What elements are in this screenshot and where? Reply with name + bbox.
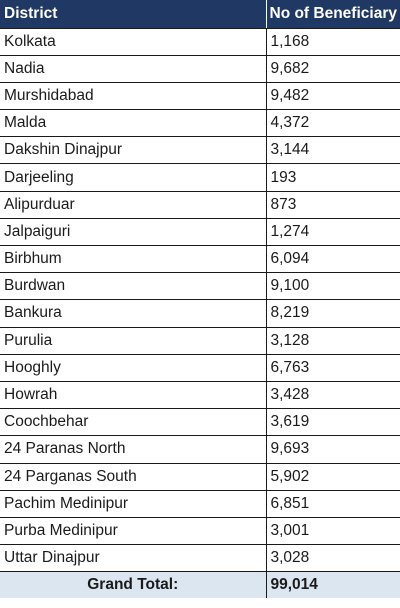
table-row: Malda 4,372 (0, 109, 400, 138)
table-row: Purulia 3,128 (0, 327, 400, 355)
district-cell: Nadia (0, 55, 267, 83)
beneficiary-count-cell: 3,128 (266, 327, 400, 355)
grand-total-value: 99,014 (266, 571, 400, 598)
grand-total-row: Grand Total: 99,014 (0, 571, 400, 598)
table-row: Coochbehar 3,619 (0, 408, 400, 437)
table-row: Hooghly 6,763 (0, 354, 400, 382)
table-row: 24 Parganas South 5,902 (0, 463, 400, 491)
table-row: Nadia 9,682 (0, 55, 400, 83)
beneficiary-count-cell: 3,619 (266, 408, 400, 437)
grand-total-label: Grand Total: (0, 571, 267, 598)
beneficiary-count-cell: 9,482 (266, 82, 400, 111)
beneficiary-count-cell: 3,001 (266, 517, 400, 546)
header-row: District No of Beneficiary (0, 0, 400, 29)
table-row: Pachim Medinipur 6,851 (0, 490, 400, 518)
beneficiary-count-cell: 6,094 (266, 245, 400, 274)
table-row: Dakshin Dinajpur 3,144 (0, 136, 400, 165)
district-cell: Kolkata (0, 28, 267, 56)
district-cell: Pachim Medinipur (0, 490, 267, 518)
district-cell: Birbhum (0, 245, 267, 274)
table-footer: Grand Total: 99,014 (0, 571, 400, 598)
district-cell: Hooghly (0, 354, 267, 382)
beneficiary-count-cell: 193 (266, 163, 400, 192)
table-row: Murshidabad 9,482 (0, 82, 400, 111)
table-row: Kolkata 1,168 (0, 28, 400, 56)
district-cell: Malda (0, 109, 267, 138)
district-cell: Bankura (0, 299, 267, 328)
beneficiary-count-cell: 6,763 (266, 354, 400, 382)
table-row: Jalpaiguri 1,274 (0, 218, 400, 247)
table-row: Alipurduar 873 (0, 191, 400, 219)
beneficiary-count-cell: 5,902 (266, 463, 400, 491)
table-header: District No of Beneficiary (0, 0, 400, 29)
beneficiary-count-cell: 3,028 (266, 544, 400, 573)
column-header-district: District (0, 0, 267, 29)
district-cell: Jalpaiguri (0, 218, 267, 247)
beneficiary-count-cell: 9,693 (266, 435, 400, 464)
beneficiary-count-cell: 9,100 (266, 272, 400, 301)
table-row: Purba Medinipur 3,001 (0, 517, 400, 546)
beneficiary-count-cell: 6,851 (266, 490, 400, 518)
district-cell: Howrah (0, 381, 267, 410)
table-row: Darjeeling 193 (0, 163, 400, 192)
beneficiary-count-cell: 9,682 (266, 55, 400, 83)
district-cell: Coochbehar (0, 408, 267, 437)
district-cell: Purba Medinipur (0, 517, 267, 546)
district-cell: Darjeeling (0, 163, 267, 192)
table-body: Kolkata 1,168 Nadia 9,682 Murshidabad 9,482 Ma… (0, 28, 400, 573)
district-cell: Murshidabad (0, 82, 267, 111)
table-row: 24 Paranas North 9,693 (0, 435, 400, 464)
beneficiary-count-cell: 1,168 (266, 28, 400, 56)
district-cell: 24 Paranas North (0, 435, 267, 464)
district-cell: Alipurduar (0, 191, 267, 219)
table-row: Burdwan 9,100 (0, 272, 400, 301)
table-row: Howrah 3,428 (0, 381, 400, 410)
district-cell: Purulia (0, 327, 267, 355)
table-row: Uttar Dinajpur 3,028 (0, 544, 400, 573)
table-row: Birbhum 6,094 (0, 245, 400, 274)
beneficiary-count-cell: 4,372 (266, 109, 400, 138)
table-row: Bankura 8,219 (0, 299, 400, 328)
beneficiary-count-cell: 3,428 (266, 381, 400, 410)
beneficiary-count-cell: 8,219 (266, 299, 400, 328)
district-cell: Uttar Dinajpur (0, 544, 267, 573)
district-cell: 24 Parganas South (0, 463, 267, 491)
beneficiary-count-cell: 1,274 (266, 218, 400, 247)
beneficiary-count-cell: 3,144 (266, 136, 400, 165)
district-cell: Dakshin Dinajpur (0, 136, 267, 165)
beneficiary-count-cell: 873 (266, 191, 400, 219)
district-cell: Burdwan (0, 272, 267, 301)
column-header-beneficiary: No of Beneficiary (266, 0, 400, 29)
